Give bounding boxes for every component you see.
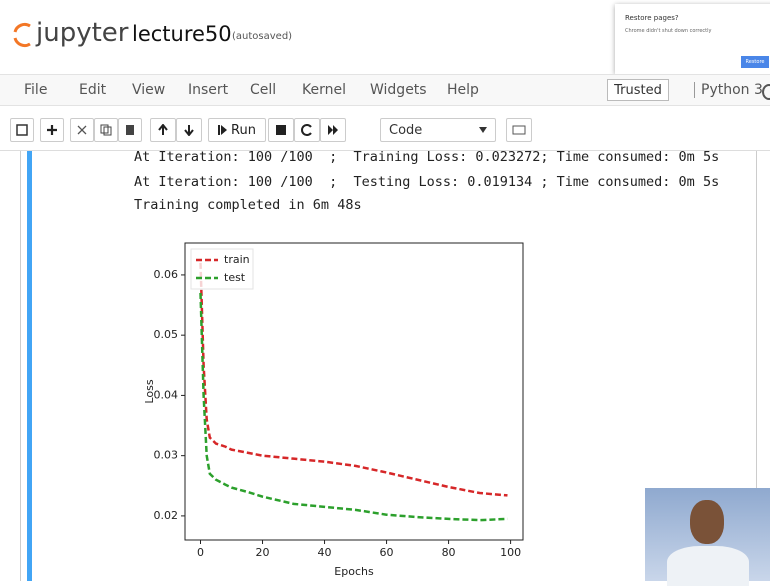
x-tick-label: 60 — [380, 546, 394, 559]
icon — [276, 125, 286, 135]
icon — [77, 125, 87, 135]
y-tick-label: 0.04 — [154, 388, 179, 401]
icon-shape — [16, 124, 28, 136]
icon-shape — [158, 124, 168, 135]
kernel-name: Python 3 — [694, 82, 763, 98]
logo-text[interactable]: jupyter — [36, 18, 129, 48]
popup-title: Restore pages? — [625, 14, 679, 22]
icon-shape — [126, 125, 134, 135]
x-tick-label: 0 — [197, 546, 204, 559]
icon — [47, 125, 57, 135]
presenter-head — [690, 500, 724, 544]
x-tick-label: 80 — [442, 546, 456, 559]
copy-button[interactable] — [94, 118, 118, 142]
x-axis-label: Epochs — [334, 565, 374, 578]
paste-button[interactable] — [118, 118, 142, 142]
loss-chart: 0 20 40 60 80 100 0.02 0.03 0.04 0.05 0.06 Epochs Lo… — [143, 242, 524, 578]
restore-button[interactable]: Restore — [741, 56, 769, 68]
notebook-cell: At Iteration: 100 /100 ; Training Loss: … — [20, 151, 757, 581]
restart-run-button[interactable] — [320, 118, 346, 142]
insert-button[interactable] — [40, 118, 64, 142]
menu-item[interactable]: Edit — [79, 82, 107, 98]
icon-shape — [221, 125, 228, 135]
icon-shape — [479, 127, 487, 133]
cut-button[interactable] — [70, 118, 94, 142]
popup-message: Chrome didn't shut down correctly — [625, 28, 712, 34]
icon — [328, 125, 338, 135]
presenter-video — [645, 488, 770, 586]
icon-shape — [328, 125, 338, 135]
logo-arc — [13, 23, 31, 33]
series-line — [199, 262, 508, 497]
icon-shape — [184, 125, 194, 136]
icon-shape — [47, 125, 57, 135]
logo-arc — [13, 37, 31, 47]
menu-item[interactable]: Kernel — [302, 82, 346, 98]
icon-shape — [512, 125, 526, 135]
run-label: Run — [231, 122, 256, 138]
restore-popup: Restore pages? Chrome didn't shut down c… — [615, 4, 770, 74]
icon-shape — [77, 125, 87, 135]
toolbar-divider — [0, 150, 770, 151]
stop-button[interactable] — [268, 118, 294, 142]
y-tick-label: 0.03 — [154, 449, 179, 462]
menu-item[interactable]: View — [132, 82, 166, 98]
cell-type-select[interactable]: Code — [380, 118, 496, 142]
y-tick-label: 0.02 — [154, 509, 179, 522]
cell-type-label: Code — [389, 122, 423, 138]
icon — [16, 124, 28, 136]
kernel-status — [762, 84, 770, 100]
output-line: At Iteration: 100 /100 ; Testing Loss: 0… — [134, 174, 720, 190]
move-down-button[interactable] — [176, 118, 202, 142]
icon — [479, 127, 487, 133]
menu-item[interactable]: Widgets — [370, 82, 427, 98]
menu-item[interactable]: Insert — [188, 82, 229, 98]
icon — [184, 125, 194, 136]
icon-shape — [103, 126, 112, 136]
presenter-body — [667, 546, 749, 586]
save-status: (autosaved) — [232, 31, 293, 42]
icon — [158, 124, 168, 135]
legend-label: test — [224, 271, 246, 284]
x-tick-label: 100 — [500, 546, 521, 559]
legend-box — [190, 248, 254, 290]
save-button[interactable] — [10, 118, 34, 142]
output-line: Training completed in 6m 48s — [134, 197, 362, 213]
keyboard-button[interactable] — [506, 118, 532, 142]
restart-button[interactable] — [294, 118, 320, 142]
legend-label: train — [224, 253, 250, 266]
icon — [126, 125, 134, 135]
trusted-indicator[interactable]: Trusted — [607, 79, 669, 101]
icon-shape — [301, 124, 312, 136]
menu-item[interactable]: File — [24, 82, 48, 98]
y-tick-label: 0.06 — [154, 268, 179, 281]
menu-item[interactable]: Cell — [250, 82, 277, 98]
move-up-button[interactable] — [150, 118, 176, 142]
x-tick-label: 40 — [318, 546, 332, 559]
y-axis-label: Loss — [143, 379, 156, 403]
logo-icon — [13, 23, 31, 47]
cell-selection-bar — [27, 151, 32, 581]
output-line: At Iteration: 100 /100 ; Training Loss: … — [134, 151, 720, 165]
notebook-name[interactable]: lecture50 — [132, 22, 232, 46]
icon — [100, 124, 112, 136]
icon — [512, 125, 526, 135]
menu-item[interactable]: Help — [447, 82, 479, 98]
x-tick-label: 20 — [256, 546, 270, 559]
series-line — [199, 292, 508, 522]
run-button[interactable]: Run — [208, 118, 266, 142]
icon-shape — [276, 125, 286, 135]
icon — [218, 125, 228, 135]
y-tick-label: 0.05 — [154, 328, 179, 341]
icon — [301, 124, 312, 136]
